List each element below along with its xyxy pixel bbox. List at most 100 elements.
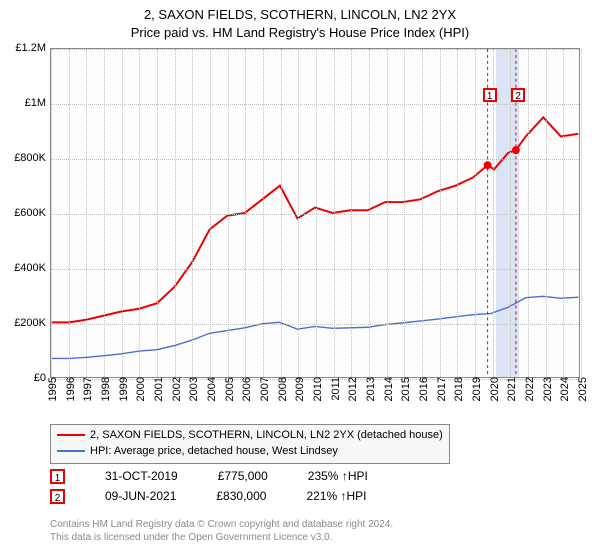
xtick-label: 2009 [294, 377, 306, 417]
gridline-v [369, 49, 370, 377]
gridline-v [351, 49, 352, 377]
gridline-v [210, 49, 211, 377]
xtick-label: 2020 [489, 377, 501, 417]
ytick-label: £200K [0, 317, 46, 329]
xtick-label: 2003 [188, 377, 200, 417]
ytick-label: £1M [0, 97, 46, 109]
note-date: 09-JUN-2021 [105, 486, 176, 506]
gridline-h [51, 214, 579, 215]
legend-item: 2, SAXON FIELDS, SCOTHERN, LINCOLN, LN2 … [57, 428, 443, 444]
xtick-label: 2005 [224, 377, 236, 417]
gridline-v [122, 49, 123, 377]
gridline-h [51, 324, 579, 325]
gridline-v [281, 49, 282, 377]
ytick-label: £800K [0, 152, 46, 164]
xtick-label: 2002 [171, 377, 183, 417]
xtick-label: 2023 [542, 377, 554, 417]
legend: 2, SAXON FIELDS, SCOTHERN, LINCOLN, LN2 … [50, 424, 450, 464]
xtick-label: 2016 [418, 377, 430, 417]
gridline-v [440, 49, 441, 377]
xtick-label: 2006 [241, 377, 253, 417]
gridline-v [175, 49, 176, 377]
marker-badge: 2 [511, 88, 525, 102]
xtick-label: 2019 [471, 377, 483, 417]
note-badge: 2 [50, 489, 65, 504]
note-pct: 221% HPI [306, 486, 366, 506]
xtick-label: 1998 [100, 377, 112, 417]
legend-label: HPI: Average price, detached house, West… [90, 445, 338, 457]
note-row: 1 31-OCT-2019 £775,000 235% HPI [50, 466, 368, 486]
xtick-label: 1997 [82, 377, 94, 417]
xtick-label: 2013 [365, 377, 377, 417]
xtick-label: 2010 [312, 377, 324, 417]
gridline-v [157, 49, 158, 377]
xtick-label: 2014 [383, 377, 395, 417]
xtick-label: 2025 [577, 377, 589, 417]
ytick-label: £0 [0, 372, 46, 384]
gridline-v [192, 49, 193, 377]
title-line1: 2, SAXON FIELDS, SCOTHERN, LINCOLN, LN2 … [0, 6, 600, 24]
xtick-label: 2015 [400, 377, 412, 417]
note-price: £775,000 [218, 466, 268, 486]
gridline-v [86, 49, 87, 377]
gridline-v [104, 49, 105, 377]
xtick-label: 1996 [65, 377, 77, 417]
gridline-v [546, 49, 547, 377]
gridline-h [51, 49, 579, 50]
note-badge: 1 [50, 469, 65, 484]
gridline-v [263, 49, 264, 377]
gridline-h [51, 269, 579, 270]
transaction-notes: 1 31-OCT-2019 £775,000 235% HPI 2 09-JUN… [50, 466, 368, 507]
xtick-label: 2018 [453, 377, 465, 417]
gridline-h [51, 104, 579, 105]
gridline-v [228, 49, 229, 377]
series-property [52, 117, 579, 322]
xtick-label: 2022 [524, 377, 536, 417]
chart-svg [51, 49, 579, 377]
footer-line: This data is licensed under the Open Gov… [50, 531, 393, 544]
xtick-label: 2000 [135, 377, 147, 417]
note-pct: 235% HPI [308, 466, 368, 486]
legend-swatch [57, 434, 85, 436]
xtick-label: 2011 [330, 377, 342, 417]
xtick-label: 2021 [506, 377, 518, 417]
gridline-v [581, 49, 582, 377]
gridline-v [139, 49, 140, 377]
gridline-v [528, 49, 529, 377]
legend-label: 2, SAXON FIELDS, SCOTHERN, LINCOLN, LN2 … [90, 429, 443, 441]
legend-item: HPI: Average price, detached house, West… [57, 444, 443, 460]
ytick-label: £1.2M [0, 42, 46, 54]
xtick-label: 2007 [259, 377, 271, 417]
gridline-v [51, 49, 52, 377]
chart-title: 2, SAXON FIELDS, SCOTHERN, LINCOLN, LN2 … [0, 0, 600, 41]
gridline-v [404, 49, 405, 377]
xtick-label: 2004 [206, 377, 218, 417]
gridline-v [387, 49, 388, 377]
gridline-v [334, 49, 335, 377]
note-price: £830,000 [216, 486, 266, 506]
xtick-label: 2001 [153, 377, 165, 417]
price-chart: 1995199619971998199920002001200220032004… [50, 48, 580, 378]
ytick-label: £400K [0, 262, 46, 274]
gridline-h [51, 159, 579, 160]
gridline-v [422, 49, 423, 377]
gridline-v [245, 49, 246, 377]
gridline-v [316, 49, 317, 377]
xtick-label: 1999 [118, 377, 130, 417]
ytick-label: £600K [0, 207, 46, 219]
xtick-label: 1995 [47, 377, 59, 417]
series-hpi [52, 296, 579, 358]
gridline-v [457, 49, 458, 377]
footer-line: Contains HM Land Registry data © Crown c… [50, 518, 393, 531]
xtick-label: 2024 [559, 377, 571, 417]
note-row: 2 09-JUN-2021 £830,000 221% HPI [50, 486, 368, 506]
title-line2: Price paid vs. HM Land Registry's House … [0, 24, 600, 42]
xtick-label: 2017 [436, 377, 448, 417]
gridline-v [475, 49, 476, 377]
xtick-label: 2012 [347, 377, 359, 417]
gridline-v [69, 49, 70, 377]
legend-swatch [57, 450, 85, 452]
gridline-v [563, 49, 564, 377]
xtick-label: 2008 [277, 377, 289, 417]
note-date: 31-OCT-2019 [105, 466, 178, 486]
